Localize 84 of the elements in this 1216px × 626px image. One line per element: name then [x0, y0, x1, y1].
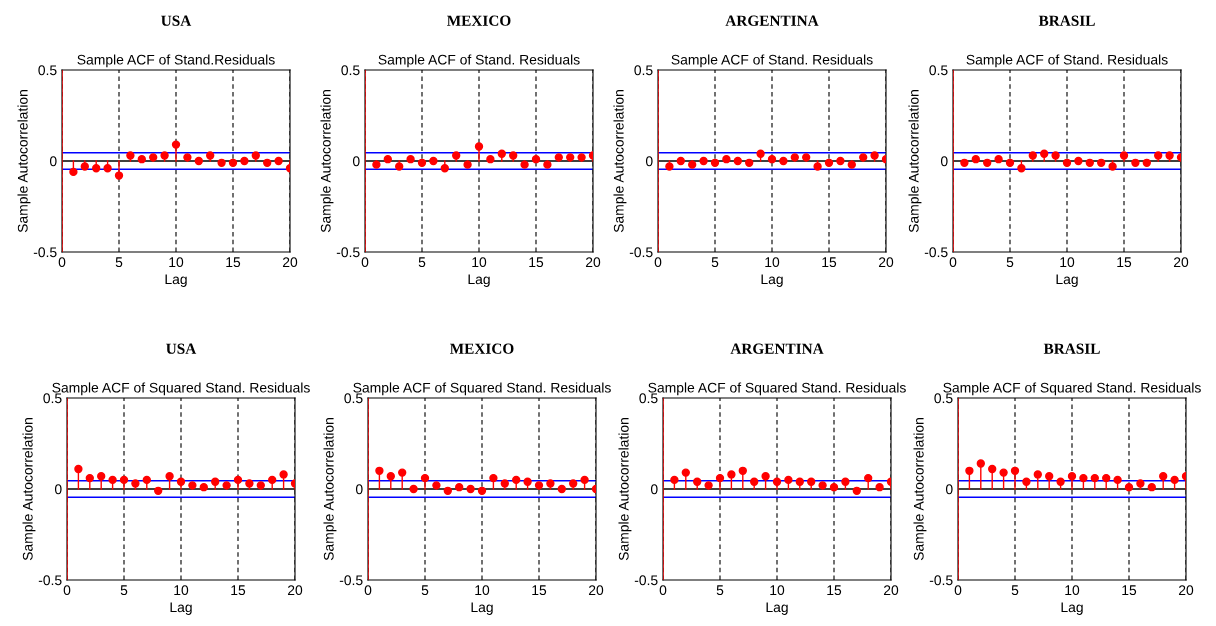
x-tick-label: 15 [1117, 257, 1132, 268]
x-tick-label: 20 [883, 585, 899, 596]
y-tick-label: 0 [54, 484, 62, 495]
x-tick-label: 15 [529, 257, 544, 268]
chart-subtitle: Sample ACF of Stand.Residuals [77, 54, 275, 68]
x-axis-title: Lag [170, 602, 192, 615]
chart-title: MEXICO [450, 343, 514, 354]
x-axis-title: Lag [165, 274, 187, 287]
y-axis-title: Sample Autocorrelation [22, 418, 36, 561]
x-tick-label: 20 [287, 585, 303, 596]
y-tick-label: 0.5 [341, 65, 360, 76]
y-axis-title: Sample Autocorrelation [323, 418, 337, 561]
chart-title: BRASIL [1043, 343, 1100, 354]
y-tick-label: 0 [945, 484, 953, 495]
chart-title: USA [166, 343, 197, 354]
x-tick-label: 0 [954, 585, 962, 596]
y-tick-label: 0 [650, 484, 658, 495]
y-axis-title: Sample Autocorrelation [613, 90, 627, 233]
y-tick-label: 0 [352, 156, 360, 167]
chart-title: MEXICO [447, 15, 511, 26]
y-tick-label: -0.5 [38, 575, 62, 586]
x-tick-label: 15 [532, 585, 547, 596]
x-tick-label: 10 [770, 585, 785, 596]
x-tick-label: 20 [585, 257, 601, 268]
x-tick-label: 20 [282, 257, 298, 268]
chart-title: BRASIL [1038, 15, 1095, 26]
y-tick-label: 0.5 [38, 65, 57, 76]
x-tick-label: 15 [231, 585, 246, 596]
chart-title: USA [161, 15, 192, 26]
x-tick-label: 10 [169, 257, 184, 268]
x-tick-label: 5 [418, 257, 426, 268]
y-axis-title: Sample Autocorrelation [913, 418, 927, 561]
x-tick-label: 15 [827, 585, 842, 596]
x-tick-label: 10 [475, 585, 490, 596]
x-tick-label: 20 [878, 257, 894, 268]
y-tick-label: -0.5 [336, 247, 360, 258]
x-tick-label: 10 [174, 585, 189, 596]
y-tick-label: -0.5 [629, 247, 653, 258]
x-tick-label: 20 [1178, 585, 1194, 596]
y-tick-label: -0.5 [339, 575, 363, 586]
chart-subtitle: Sample ACF of Stand. Residuals [966, 54, 1168, 68]
x-axis-title: Lag [1056, 274, 1078, 287]
x-tick-label: 5 [120, 585, 128, 596]
y-tick-label: 0 [49, 156, 57, 167]
y-axis-title: Sample Autocorrelation [320, 90, 334, 233]
x-tick-label: 5 [1006, 257, 1014, 268]
x-axis-title: Lag [471, 602, 493, 615]
x-tick-label: 0 [364, 585, 372, 596]
x-axis-title: Lag [468, 274, 490, 287]
x-tick-label: 10 [1065, 585, 1080, 596]
x-tick-label: 20 [588, 585, 604, 596]
x-tick-label: 5 [421, 585, 429, 596]
x-tick-label: 5 [1011, 585, 1019, 596]
x-tick-label: 15 [226, 257, 241, 268]
chart-title: ARGENTINA [730, 343, 824, 354]
y-tick-label: 0 [940, 156, 948, 167]
x-tick-label: 10 [1060, 257, 1075, 268]
y-tick-label: -0.5 [634, 575, 658, 586]
chart-title: ARGENTINA [725, 15, 819, 26]
y-tick-label: -0.5 [924, 247, 948, 258]
x-axis-title: Lag [1061, 602, 1083, 615]
y-axis-title: Sample Autocorrelation [17, 90, 31, 233]
x-tick-label: 15 [1122, 585, 1137, 596]
x-tick-label: 5 [115, 257, 123, 268]
x-tick-label: 0 [659, 585, 667, 596]
y-tick-label: 0 [355, 484, 363, 495]
x-tick-label: 20 [1173, 257, 1189, 268]
y-axis-title: Sample Autocorrelation [618, 418, 632, 561]
y-tick-label: 0.5 [634, 65, 653, 76]
x-tick-label: 10 [765, 257, 780, 268]
y-tick-label: -0.5 [33, 247, 57, 258]
y-tick-label: 0 [645, 156, 653, 167]
chart-subtitle: Sample ACF of Stand. Residuals [671, 54, 873, 68]
x-tick-label: 0 [63, 585, 71, 596]
x-axis-title: Lag [766, 602, 788, 615]
x-axis-title: Lag [761, 274, 783, 287]
x-tick-label: 10 [472, 257, 487, 268]
x-tick-label: 15 [822, 257, 837, 268]
chart-subtitle: Sample ACF of Stand. Residuals [378, 54, 580, 68]
x-tick-label: 5 [716, 585, 724, 596]
y-tick-label: 0.5 [929, 65, 948, 76]
x-tick-label: 5 [711, 257, 719, 268]
y-tick-label: -0.5 [929, 575, 953, 586]
y-axis-title: Sample Autocorrelation [908, 90, 922, 233]
